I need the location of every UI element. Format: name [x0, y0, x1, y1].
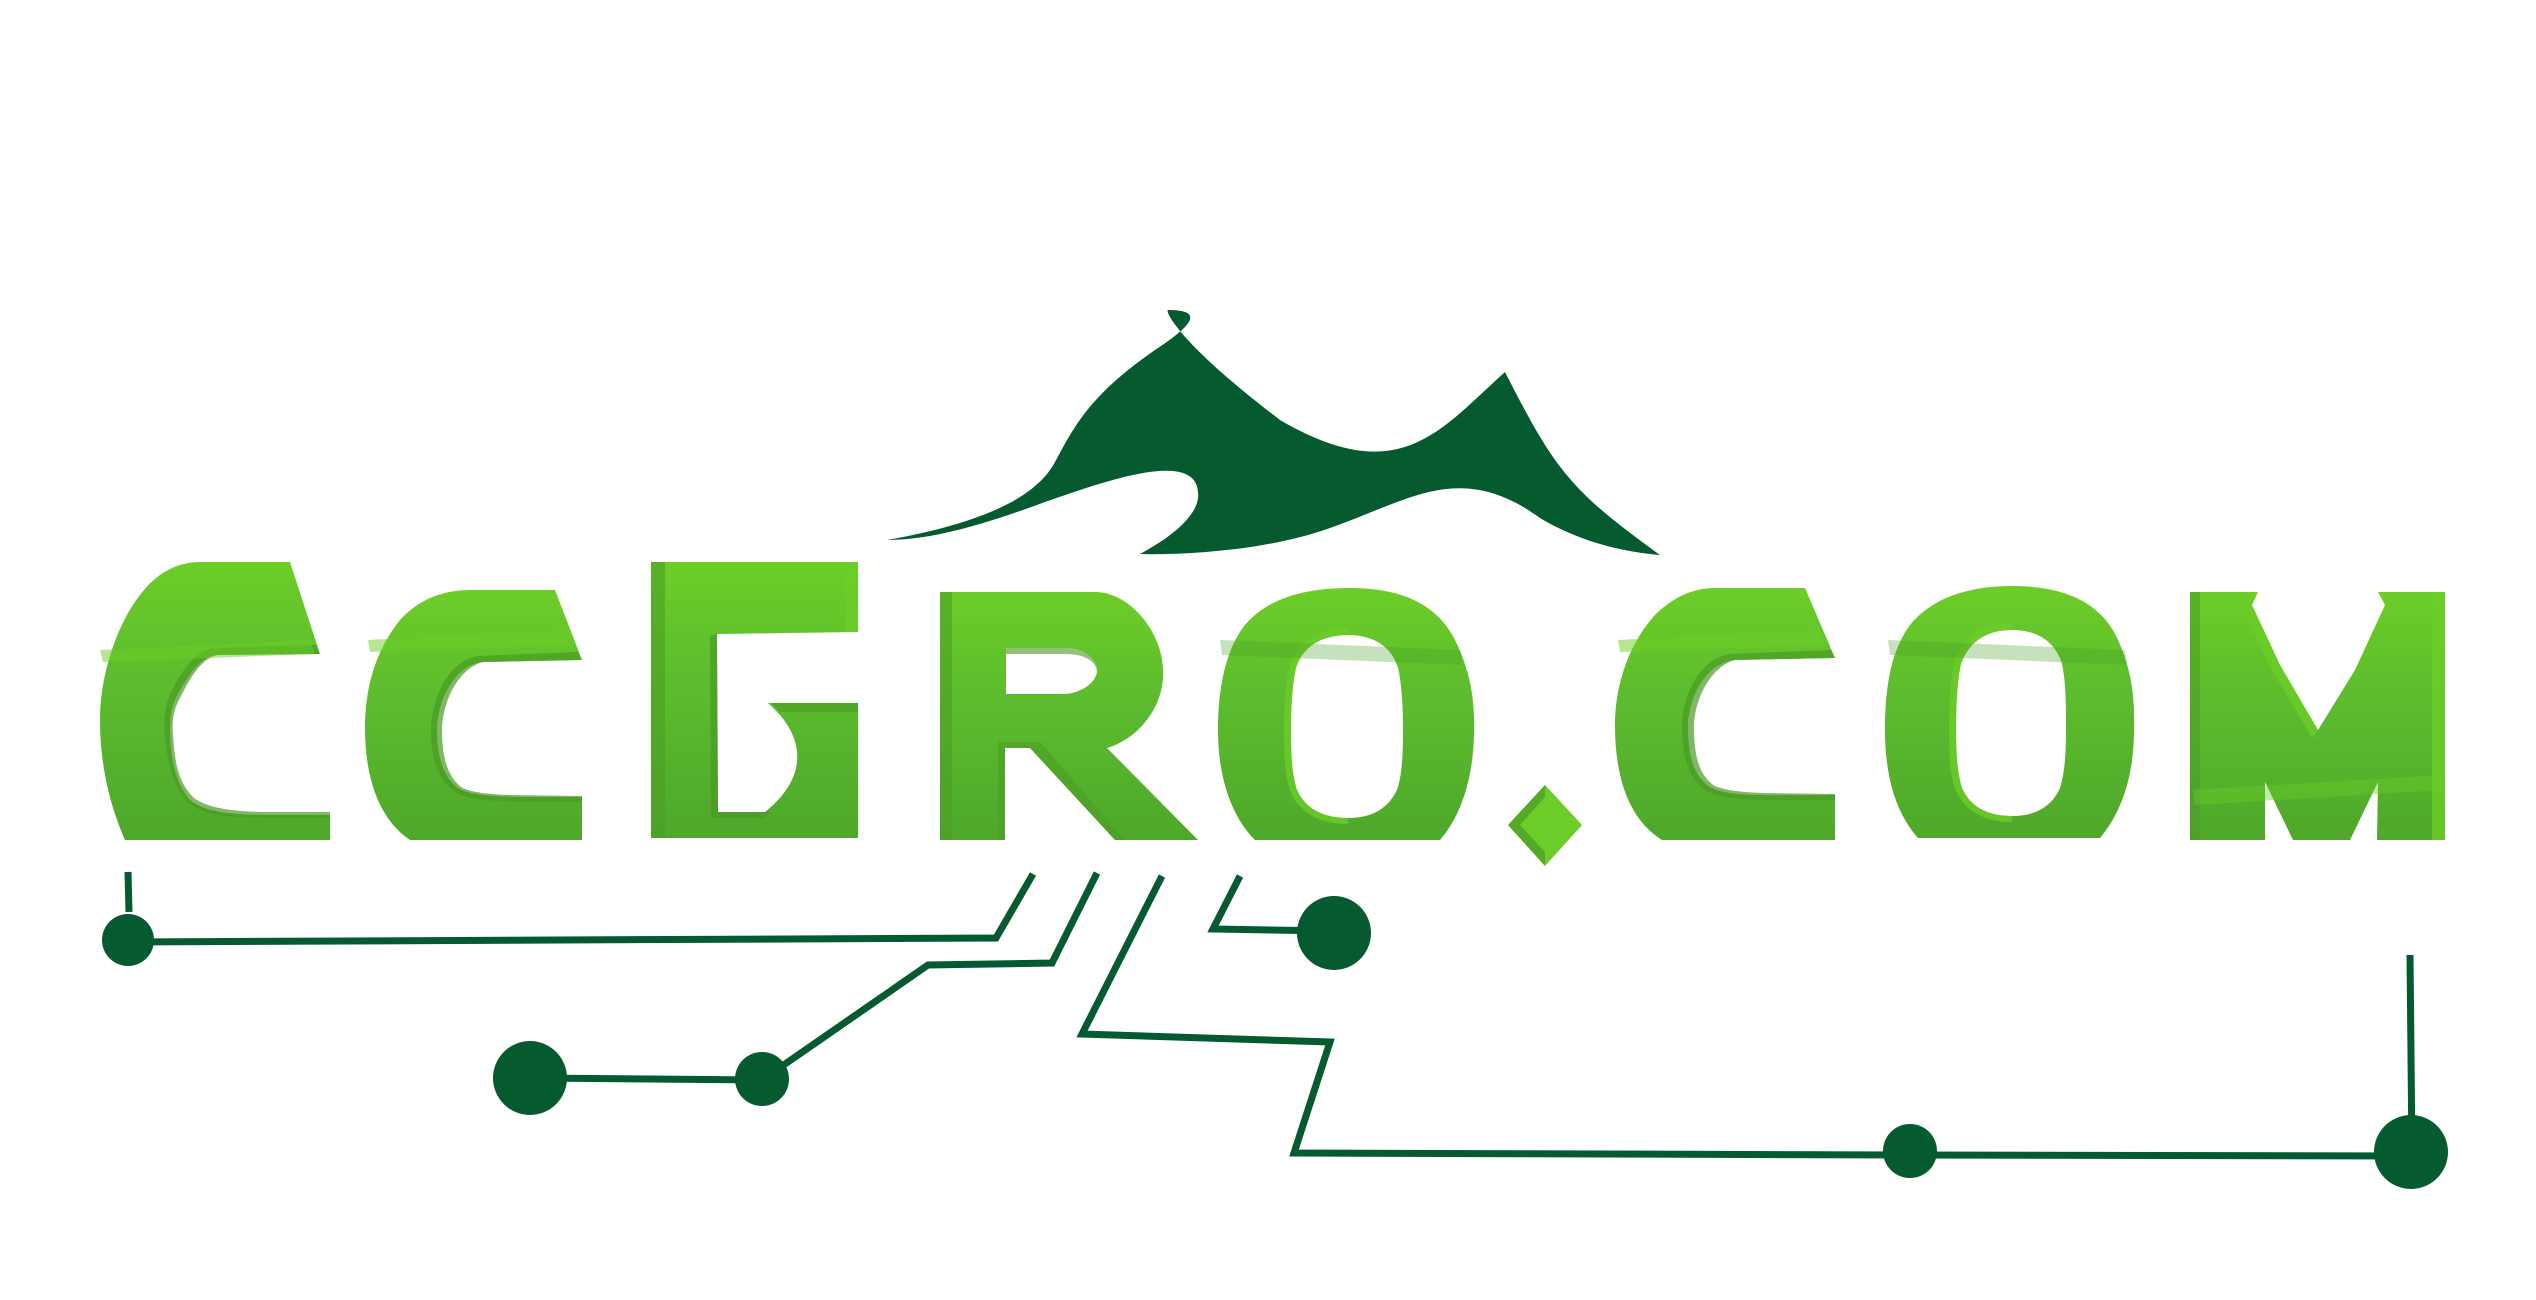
letter-c-3 — [1615, 588, 1835, 840]
node-hook — [1297, 896, 1371, 970]
node-middle-left — [493, 1041, 567, 1115]
letter-m — [2190, 592, 2445, 840]
letter-c-2 — [365, 590, 582, 840]
letter-r — [940, 592, 1198, 840]
letter-o-1 — [1218, 588, 1475, 840]
letter-c-1 — [100, 562, 330, 840]
node-bottom — [1883, 1124, 1937, 1178]
trace-zigzag — [1076, 874, 2416, 1160]
circuit-traces — [124, 871, 2416, 1160]
trace-left-stub — [124, 871, 133, 913]
wordmark-letters — [100, 562, 2445, 866]
node-left — [102, 914, 154, 966]
mountain-icon — [887, 310, 1660, 555]
letter-dot — [1508, 785, 1582, 866]
letter-g — [651, 562, 858, 838]
trace-middle — [529, 871, 1101, 1084]
wordmark-text: CCGRO.COM — [1237, 1282, 1300, 1293]
trace-hook — [1207, 874, 1335, 935]
node-bottom-right — [2374, 1115, 2448, 1189]
circuit-nodes — [102, 896, 2448, 1189]
letter-o-2 — [1885, 586, 2135, 838]
trace-left-long — [127, 872, 1037, 946]
node-middle — [735, 1052, 789, 1106]
